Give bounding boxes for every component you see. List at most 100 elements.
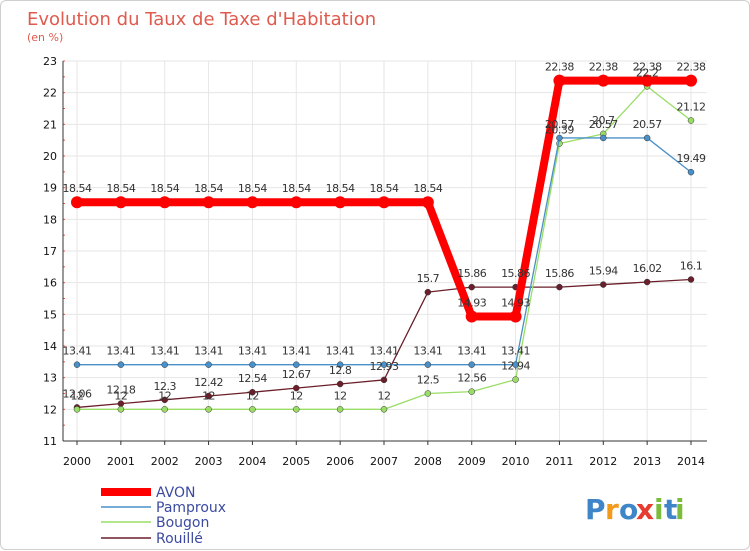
point-rouill <box>556 283 563 291</box>
data-labels: 18.54 18.54 18.54 18.54 18.54 18.54 18.54 18.54… <box>63 61 707 403</box>
point-avon <box>641 74 654 87</box>
data-label-rouill: 12.67 <box>282 368 311 381</box>
logo-letter: P <box>585 493 606 526</box>
data-label-bougon: 12 <box>114 389 127 402</box>
legend-label-avon: AVON <box>156 485 196 501</box>
y-tick-label: 16 <box>43 277 57 290</box>
data-label-bougon: 12.5 <box>417 374 440 387</box>
point-pamproux <box>117 361 125 368</box>
chart-subtitle: (en %) <box>27 31 63 44</box>
data-label-avon: 18.54 <box>194 182 223 195</box>
point-avon <box>509 310 522 323</box>
data-label-pamproux: 13.41 <box>238 345 267 358</box>
data-label-pamproux: 13.41 <box>501 345 530 358</box>
logo-letter: o <box>619 493 638 526</box>
point-avon <box>114 196 127 209</box>
point-avon <box>421 196 434 209</box>
point-bougon <box>424 390 432 397</box>
logo-letter: i <box>675 493 685 526</box>
axes: 11 12 13 14 15 16 17 18 19 20 21 22 23 2000 2001 2002 20… <box>43 55 707 468</box>
point-pamproux <box>600 134 607 142</box>
data-label-rouill: 15.86 <box>501 267 530 280</box>
point-bougon <box>336 406 344 413</box>
point-bougon <box>687 117 695 124</box>
point-avon <box>685 74 697 87</box>
data-label-rouill: 15.94 <box>589 265 618 278</box>
data-label-pamproux: 13.41 <box>370 345 399 358</box>
point-rouill <box>468 283 475 291</box>
point-rouill <box>643 278 651 286</box>
point-pamproux <box>293 361 300 368</box>
point-avon <box>378 196 390 209</box>
point-pamproux <box>249 361 256 368</box>
data-label-avon: 22.38 <box>545 61 574 74</box>
x-tick-label: 2009 <box>458 455 486 468</box>
data-label-avon: 18.54 <box>413 182 442 195</box>
data-label-bougon: 12.56 <box>457 372 486 385</box>
point-pamproux <box>73 361 81 368</box>
data-label-bougon: 12 <box>71 389 84 402</box>
point-bougon <box>512 376 519 383</box>
data-label-pamproux: 13.41 <box>150 345 179 358</box>
point-bougon <box>117 406 125 413</box>
x-tick-label: 2008 <box>414 455 442 468</box>
x-tick-label: 2005 <box>282 455 310 468</box>
data-label-avon: 18.54 <box>282 182 311 195</box>
point-avon <box>202 196 215 209</box>
point-bougon <box>205 406 212 413</box>
data-label-pamproux: 13.41 <box>326 345 355 358</box>
point-pamproux <box>643 134 651 142</box>
point-rouill <box>380 376 388 384</box>
data-label-avon: 22.38 <box>589 61 618 74</box>
data-label-rouill: 16.02 <box>633 262 662 275</box>
y-tick-label: 18 <box>43 213 57 226</box>
data-label-rouill: 12.06 <box>63 387 92 400</box>
data-label-pamproux: 20.57 <box>589 118 618 131</box>
point-pamproux <box>424 361 432 368</box>
data-label-avon: 22.38 <box>677 61 706 74</box>
data-label-rouill: 12.93 <box>370 360 399 373</box>
data-label-pamproux: 13.41 <box>194 345 223 358</box>
data-label-pamproux: 13.41 <box>457 345 486 358</box>
y-tick-label: 23 <box>43 55 57 68</box>
data-label-pamproux: 13.41 <box>413 345 442 358</box>
y-tick-label: 12 <box>43 403 57 416</box>
grid <box>63 60 707 442</box>
x-tick-label: 2014 <box>677 455 705 468</box>
data-label-pamproux: 19.49 <box>677 152 706 165</box>
data-label-bougon: 12 <box>158 389 171 402</box>
data-label-avon: 18.54 <box>63 182 92 195</box>
data-label-bougon: 12 <box>378 389 391 402</box>
point-rouill <box>249 388 256 396</box>
logo-letter: i <box>654 493 664 526</box>
y-tick-label: 13 <box>43 372 57 385</box>
data-label-bougon: 12 <box>290 389 303 402</box>
data-label-pamproux: 13.41 <box>106 345 135 358</box>
legend-label-bougon: Bougon <box>156 515 209 531</box>
data-label-rouill: 12.18 <box>106 384 135 397</box>
data-label-bougon: 12.94 <box>501 360 530 373</box>
point-bougon <box>468 388 475 395</box>
data-label-rouill: 12.42 <box>194 376 223 389</box>
point-rouill <box>205 392 212 400</box>
data-label-avon: 18.54 <box>370 182 399 195</box>
data-label-avon: 14.93 <box>457 297 486 310</box>
x-tick-label: 2002 <box>151 455 179 468</box>
x-tick-label: 2013 <box>633 455 661 468</box>
y-tick-label: 19 <box>43 182 57 195</box>
data-label-rouill: 16.1 <box>680 260 703 273</box>
x-tick-label: 2007 <box>370 455 398 468</box>
data-label-avon: 18.54 <box>326 182 355 195</box>
point-rouill <box>424 288 432 296</box>
point-avon <box>290 196 303 209</box>
legend-label-pamproux: Pamproux <box>156 500 226 516</box>
data-label-avon: 14.93 <box>501 297 530 310</box>
y-tick-label: 17 <box>43 245 57 258</box>
point-rouill <box>161 396 168 404</box>
point-avon <box>246 196 259 209</box>
x-tick-label: 2012 <box>589 455 617 468</box>
x-tick-label: 2004 <box>238 455 266 468</box>
